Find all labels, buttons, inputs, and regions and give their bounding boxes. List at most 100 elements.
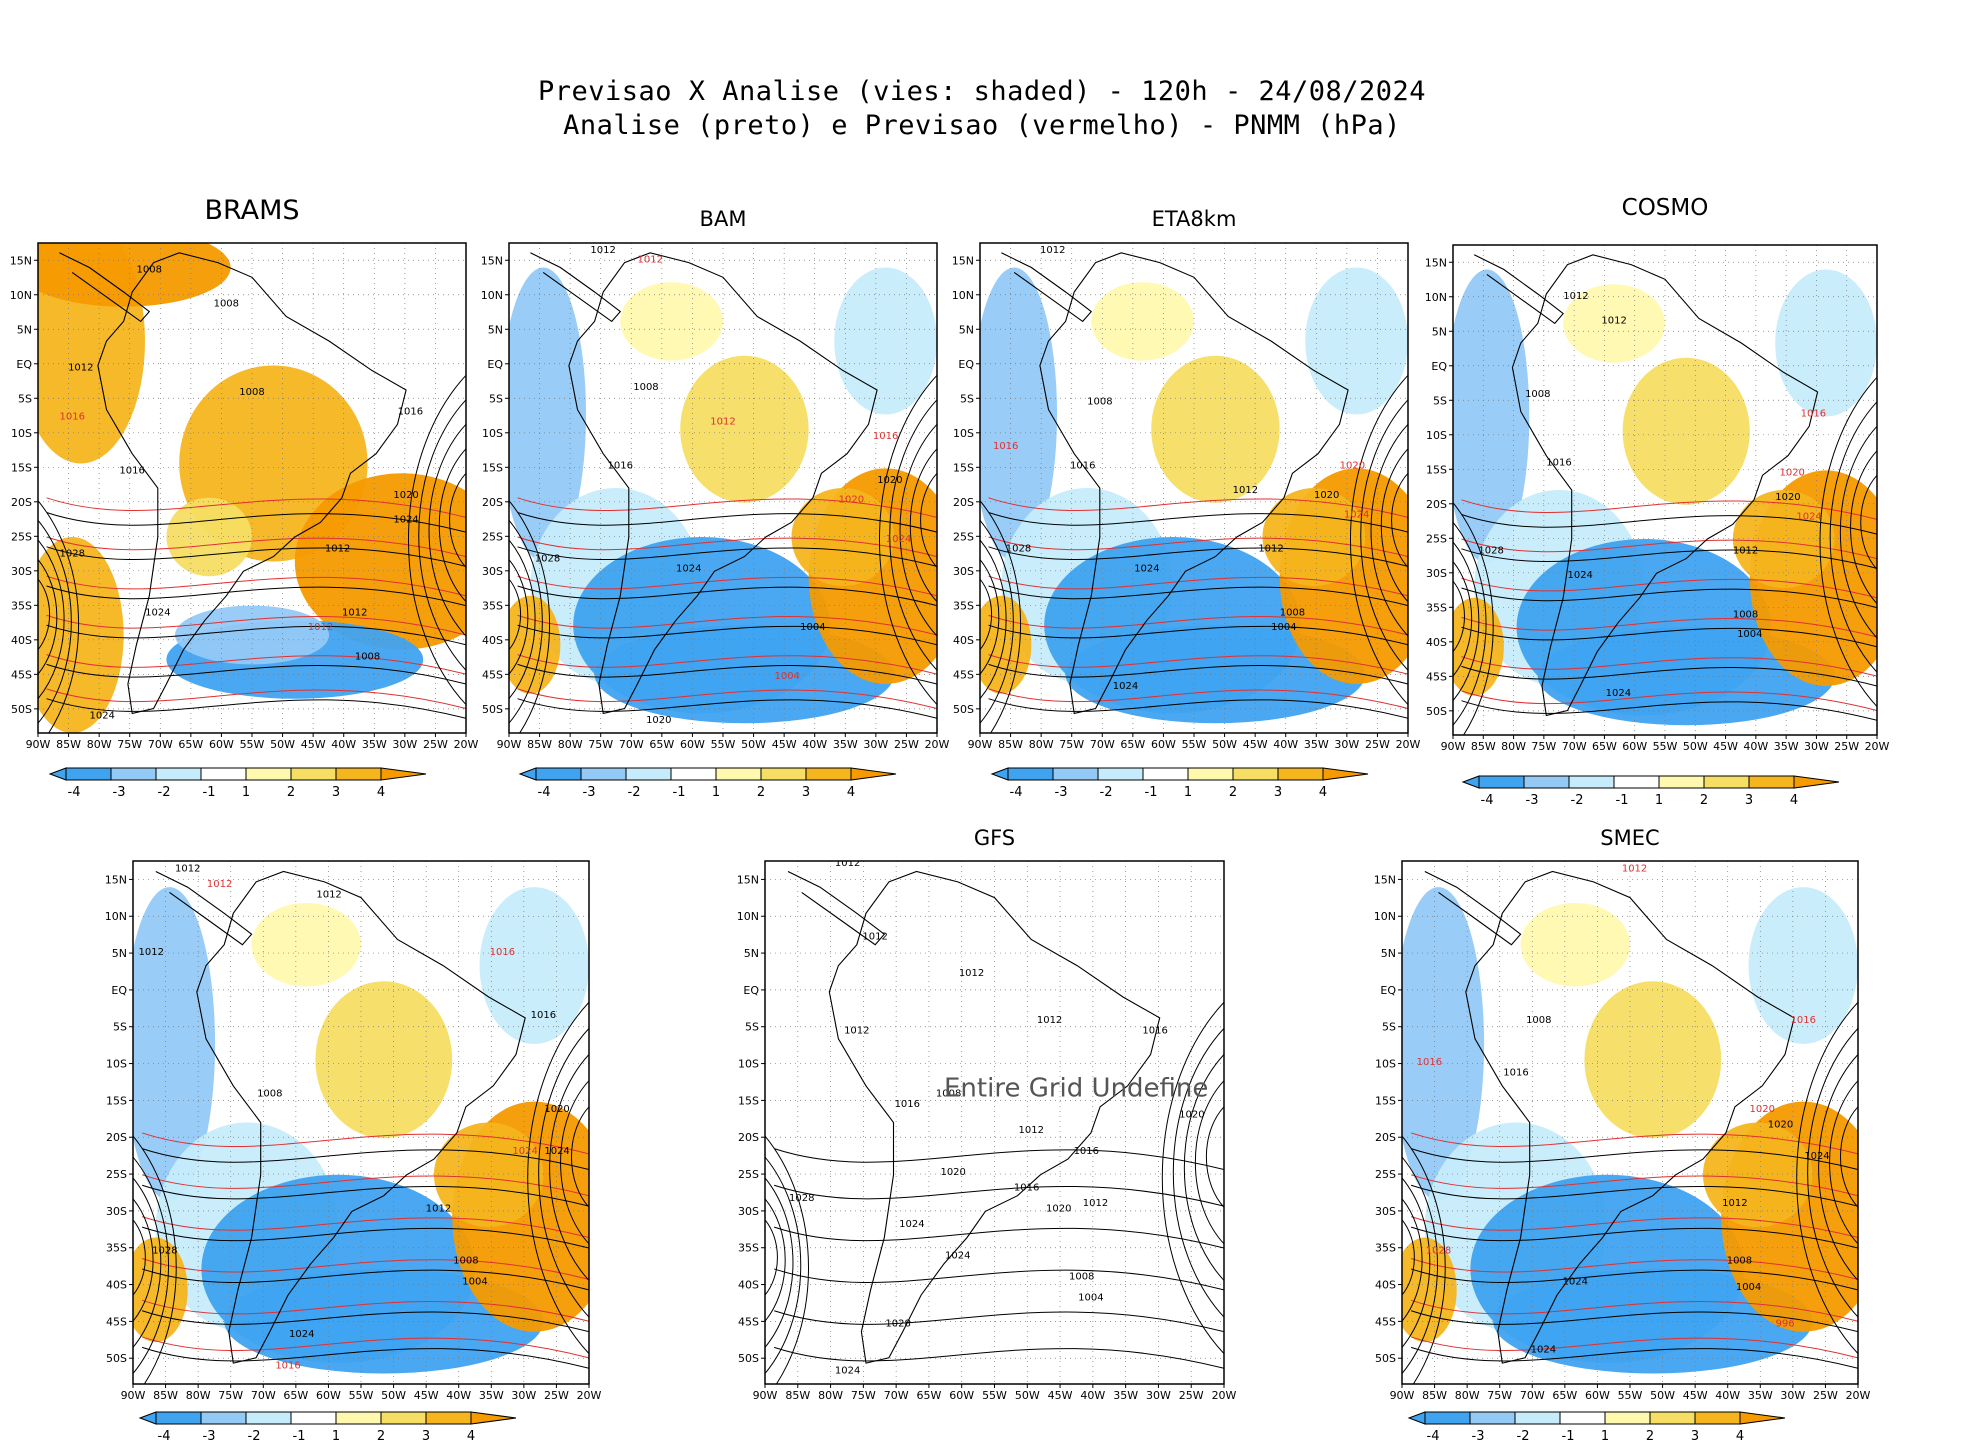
lon-tick-label: 60W: [680, 738, 705, 751]
lon-tick-label: 75W: [218, 1389, 243, 1402]
lon-tick-label: 85W: [1422, 1389, 1447, 1402]
lon-tick-label: 20W: [454, 738, 479, 751]
lat-tick-label: 15N: [1425, 256, 1447, 269]
isobar-label: 1008: [1526, 1015, 1551, 1026]
lon-tick-label: 40W: [1080, 1389, 1105, 1402]
lon-tick-label: 70W: [1520, 1389, 1545, 1402]
lon-tick-label: 55W: [240, 738, 265, 751]
lat-tick-label: 20S: [482, 496, 503, 509]
isobar-label: 1016: [873, 431, 898, 442]
isobar-label: 1004: [1736, 1282, 1761, 1293]
lat-tick-label: 50S: [1426, 705, 1447, 718]
lat-tick-label: 50S: [953, 703, 974, 716]
isobar-label: 1028: [885, 1318, 910, 1329]
isobar-label: 1024: [544, 1146, 569, 1157]
lon-tick-label: 60W: [949, 1389, 974, 1402]
lat-tick-label: 10N: [1425, 291, 1447, 304]
undefined-grid-message: Entire Grid Undefine: [944, 1073, 1208, 1103]
isobar-label: 1012: [844, 1026, 869, 1037]
colorbar-eta8km: -4 -3 -2 -1 1 2 3 4: [990, 767, 1369, 800]
isobar-label: 1016: [275, 1360, 300, 1371]
lat-tick-label: 35S: [738, 1242, 759, 1255]
lon-tick-label: 80W: [818, 1389, 843, 1402]
isobar-label: 1016: [60, 411, 85, 422]
lon-tick-label: 20W: [1212, 1389, 1237, 1402]
map-panel-wrf: 1012 1012 1012 1012 1016 1016 1008 1020 1024 1024…: [105, 860, 602, 1402]
lon-tick-label: 45W: [1048, 1389, 1073, 1402]
colorbar-label: 3: [1691, 1429, 1699, 1444]
lat-tick-label: 50S: [11, 703, 32, 716]
colorbar-label: 1: [332, 1429, 340, 1444]
isobar-label: 1008: [257, 1088, 282, 1099]
colorbar-label: -4: [538, 785, 551, 800]
isobar-label: 1012: [1601, 315, 1626, 326]
lat-tick-label: EQ: [743, 984, 759, 997]
lon-tick-label: 30W: [511, 1389, 536, 1402]
isobar-label: 1004: [1737, 629, 1762, 640]
isobar-label: 1020: [1340, 460, 1365, 471]
lon-tick-label: 90W: [1390, 1389, 1415, 1402]
lat-tick-label: 20S: [1426, 498, 1447, 511]
lon-tick-label: 80W: [1455, 1389, 1480, 1402]
lon-tick-label: 30W: [863, 738, 888, 751]
colorbar-label: -1: [203, 785, 216, 800]
lat-tick-label: 40S: [1426, 636, 1447, 649]
lat-tick-label: 20S: [1375, 1131, 1396, 1144]
isobar-label: 1024: [289, 1329, 314, 1340]
isobar-label: 1028: [152, 1245, 177, 1256]
panel-title-cosmo: COSMO: [1621, 195, 1709, 221]
colorbar-label: -3: [1526, 793, 1539, 808]
lat-tick-label: 15N: [952, 254, 974, 267]
colorbar-brams: -4 -3 -2 -1 1 2 3 4: [48, 767, 427, 800]
isobar-label: 1028: [789, 1193, 814, 1204]
isobar-label: 1016: [1074, 1146, 1099, 1157]
colorbar-label: 3: [1745, 793, 1753, 808]
isobar-label: 1012: [1040, 245, 1065, 256]
lon-tick-label: 20W: [925, 738, 950, 751]
lat-tick-label: 15S: [11, 461, 32, 474]
lat-tick-label: 20S: [11, 496, 32, 509]
lon-tick-label: 45W: [772, 738, 797, 751]
isobar-label: 1008: [633, 382, 658, 393]
isobar-label: 1012: [959, 968, 984, 979]
isobar-label: 1020: [839, 495, 864, 506]
isobar-label: 1016: [1070, 460, 1095, 471]
lon-tick-label: 45W: [1683, 1389, 1708, 1402]
panel-title-bam: BAM: [699, 207, 747, 231]
colorbar-label: 2: [377, 1429, 385, 1444]
colorbar-wrf: -4 -3 -2 -1 1 2 3 4: [138, 1411, 517, 1444]
colorbar-label: -3: [1472, 1429, 1485, 1444]
colorbar-label: 4: [467, 1429, 475, 1444]
lat-tick-label: 10N: [105, 910, 127, 923]
colorbar-label: 3: [332, 785, 340, 800]
lat-tick-label: 40S: [11, 634, 32, 647]
lon-tick-label: 40W: [1273, 738, 1298, 751]
lat-tick-label: 5N: [959, 323, 974, 336]
colorbar-label: -4: [1427, 1429, 1440, 1444]
colorbar-label: -3: [583, 785, 596, 800]
lat-tick-label: 30S: [1375, 1205, 1396, 1218]
isobar-label: 1020: [646, 715, 671, 726]
isobar-label: 1020: [1779, 467, 1804, 478]
colorbar-label: 2: [1229, 785, 1237, 800]
lat-tick-label: 40S: [482, 634, 503, 647]
lon-tick-label: 90W: [968, 738, 993, 751]
lat-tick-label: 5N: [1432, 325, 1447, 338]
isobar-label: 1012: [139, 947, 164, 958]
isobar-label: 1024: [835, 1366, 860, 1377]
colorbar-label: 2: [287, 785, 295, 800]
lat-tick-label: 30S: [106, 1205, 127, 1218]
lat-tick-label: 10S: [738, 1058, 759, 1071]
lon-tick-label: 80W: [186, 1389, 211, 1402]
isobar-label: 1008: [453, 1256, 478, 1267]
isobar-label: 1020: [1768, 1120, 1793, 1131]
lon-tick-label: 90W: [26, 738, 51, 751]
isobar-label: 1012: [835, 858, 860, 869]
isobar-label: 1008: [1069, 1271, 1094, 1282]
lon-tick-label: 60W: [1622, 740, 1647, 753]
lat-tick-label: 40S: [106, 1279, 127, 1292]
lat-tick-label: 50S: [106, 1352, 127, 1365]
isobar-label: 1012: [1733, 546, 1758, 557]
lat-tick-label: 15N: [105, 873, 127, 886]
lon-tick-label: 90W: [753, 1389, 778, 1402]
